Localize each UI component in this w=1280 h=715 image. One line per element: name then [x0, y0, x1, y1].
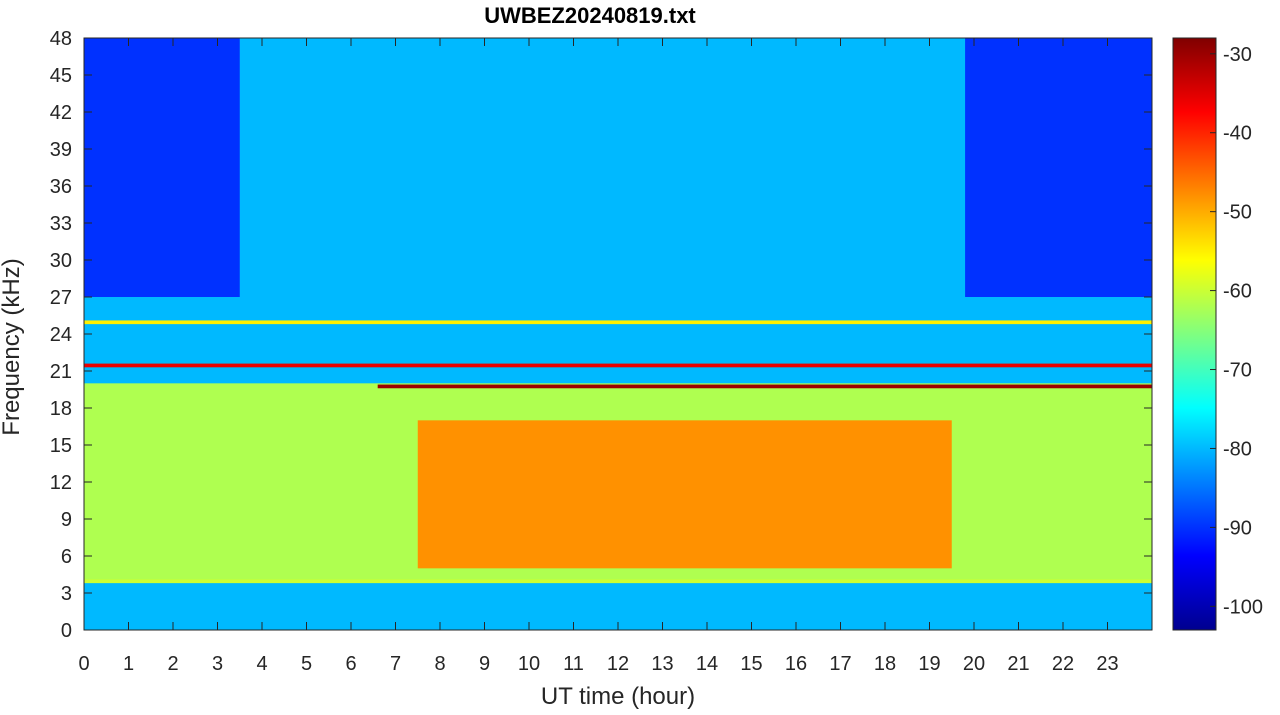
x-tick-label: 0: [78, 653, 89, 675]
y-tick-label: 45: [50, 65, 72, 87]
x-tick-label: 7: [390, 653, 401, 675]
y-tick-label: 3: [61, 583, 72, 605]
x-tick-label: 5: [301, 653, 312, 675]
colorbar-tick-label: -100: [1223, 596, 1263, 618]
x-axis-label: UT time (hour): [540, 683, 696, 710]
x-tick-label: 22: [1052, 653, 1074, 675]
x-tick-label: 11: [563, 653, 584, 675]
y-tick-label: 6: [61, 546, 72, 568]
x-tick-label: 3: [212, 653, 223, 675]
x-tick-label: 13: [651, 653, 673, 675]
y-tick-label: 30: [50, 250, 72, 272]
colorbar-tick-label: -80: [1223, 438, 1252, 460]
y-tick-label: 33: [50, 213, 72, 235]
colorbar-tick-label: -60: [1223, 281, 1252, 303]
x-tick-label: 6: [345, 653, 356, 675]
heatmap-feature-5: [377, 384, 1152, 389]
colorbar-ticks: -30 -40 -50 -60 -70 -80 -90 -100: [1210, 44, 1263, 618]
colorbar: [1172, 37, 1217, 631]
heatmap-feature-3: [965, 38, 1152, 297]
y-tick-label: 12: [50, 472, 72, 494]
x-tick-label: 12: [607, 653, 629, 675]
y-tick-label: 9: [61, 509, 72, 531]
x-axis: 0 1 2 3 4 5 6 7 8 9 10 11 12 13 14 15 16 17 18 19 20 21 22 23: [78, 38, 1119, 675]
y-axis-label: Frequency (kHz): [0, 258, 25, 436]
y-tick-label: 15: [50, 435, 72, 457]
colorbar-tick-label: -30: [1223, 44, 1252, 66]
heatmap-feature-7: [84, 579, 1152, 584]
x-tick-label: 9: [479, 653, 490, 675]
y-tick-label: 21: [50, 361, 72, 383]
y-tick-label: 36: [50, 176, 72, 198]
x-tick-label: 18: [874, 653, 896, 675]
y-tick-label: 39: [50, 139, 72, 161]
colorbar-tick-label: -70: [1223, 360, 1252, 382]
x-tick-label: 16: [785, 653, 807, 675]
x-tick-label: 14: [696, 653, 718, 675]
x-tick-label: 2: [167, 653, 178, 675]
colorbar-tick-label: -50: [1223, 202, 1252, 224]
x-tick-label: 15: [740, 653, 762, 675]
y-tick-label: 48: [50, 28, 72, 50]
chart-title: UWBEZ20240819.txt: [484, 3, 696, 28]
y-tick-label: 42: [50, 102, 72, 124]
colorbar-tick-label: -90: [1223, 517, 1252, 539]
heatmap-feature-1: [417, 420, 952, 569]
heatmap-feature-4: [84, 363, 1152, 368]
y-tick-label: 18: [50, 398, 72, 420]
x-tick-label: 10: [518, 653, 540, 675]
x-tick-label: 19: [918, 653, 940, 675]
heatmap-feature-2: [84, 38, 240, 297]
y-tick-label: 24: [50, 324, 72, 346]
heatmap-cells: [84, 38, 1152, 630]
x-tick-label: 23: [1096, 653, 1118, 675]
x-tick-label: 8: [434, 653, 445, 675]
x-tick-label: 17: [829, 653, 851, 675]
x-tick-label: 1: [123, 653, 134, 675]
y-tick-label: 27: [50, 287, 72, 309]
x-tick-label: 20: [963, 653, 985, 675]
x-tick-label: 21: [1007, 653, 1029, 675]
heatmap-feature-6: [84, 320, 1152, 325]
y-tick-label: 0: [61, 620, 72, 642]
x-tick-label: 4: [256, 653, 267, 675]
colorbar-tick-label: -40: [1223, 123, 1252, 145]
